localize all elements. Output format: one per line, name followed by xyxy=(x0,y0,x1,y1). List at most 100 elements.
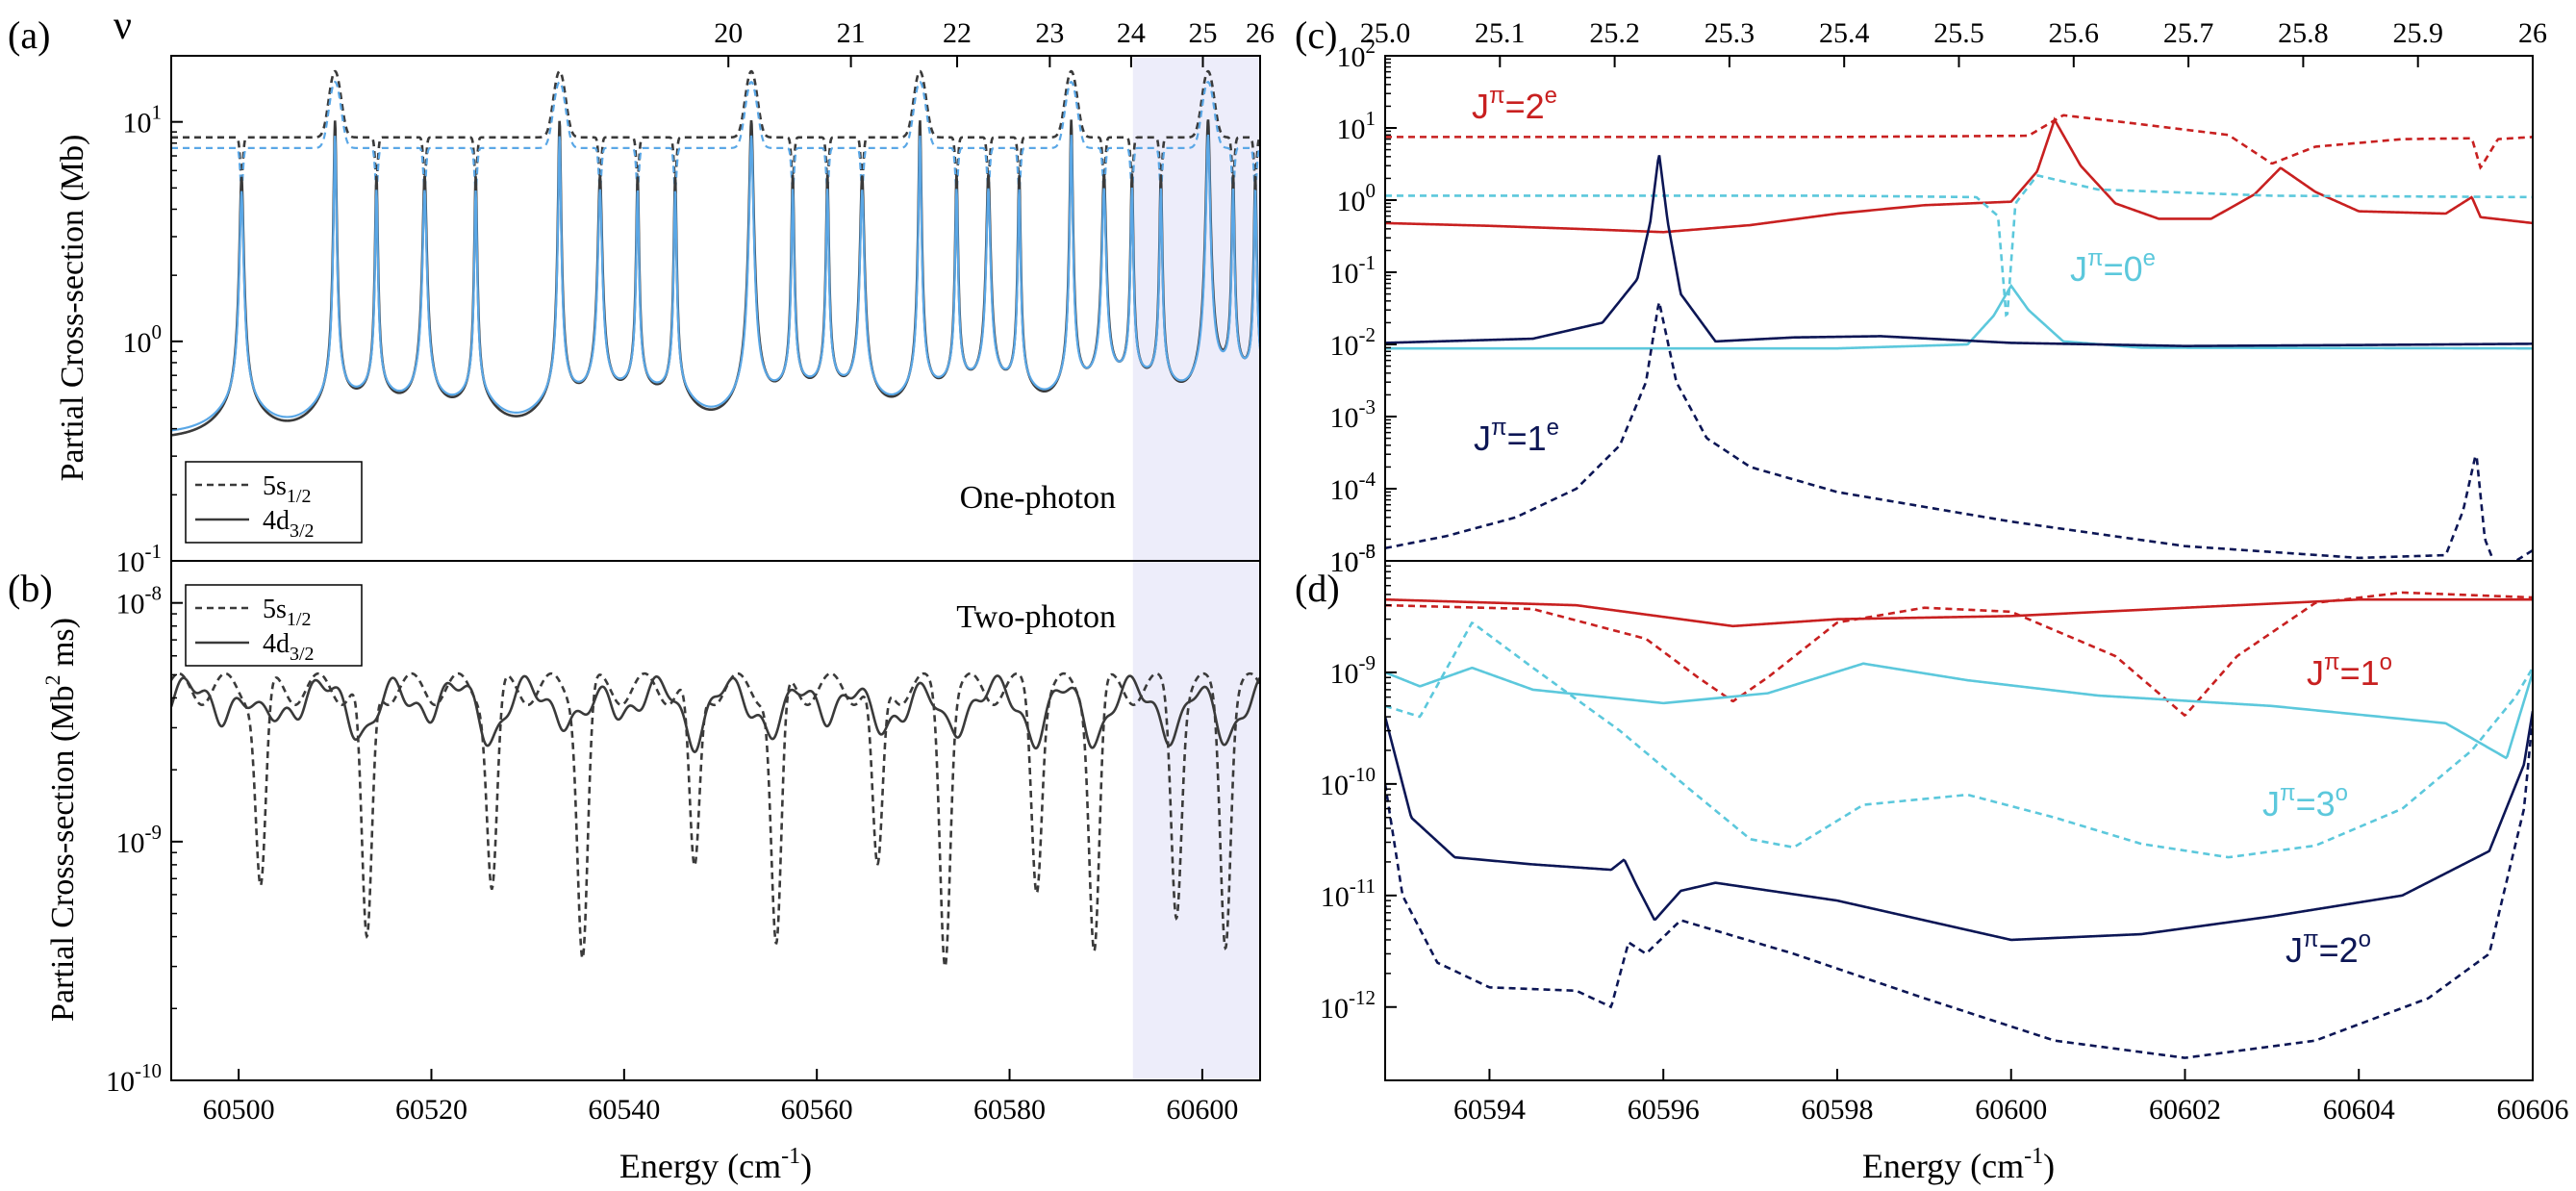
panel-d-annotation-j3o: Jπ=3o xyxy=(2262,780,2348,824)
panel-b-ylabel-exp: 2 xyxy=(40,675,64,686)
panel-d-label: (d) xyxy=(1295,567,1340,610)
panel-a-ylabel: Partial Cross-section (Mb) xyxy=(55,135,90,482)
panel-d-xtick-label-5: 60604 xyxy=(2323,1094,2395,1126)
panel-b-xlabel-base: Energy (cm xyxy=(619,1147,781,1185)
panel-d-xtick-label-4: 60602 xyxy=(2149,1094,2221,1126)
panel-c-toptick-label-4: 25.4 xyxy=(1819,17,1870,49)
panel-c-series-4 xyxy=(1385,155,2533,347)
panel-c-toptick-label-2: 25.2 xyxy=(1589,17,1640,49)
panel-b-xtick-label-1: 60520 xyxy=(395,1094,467,1126)
panel-c-toptick-label-1: 25.1 xyxy=(1475,17,1526,49)
panel-b-xlabel-tail: ) xyxy=(800,1147,812,1185)
panel-d-xlabel-tail: ) xyxy=(2043,1147,2055,1185)
panel-b-ylabel-tail: ms) xyxy=(45,618,81,675)
panel-a-label: (a) xyxy=(8,13,50,57)
panel-d-xtick-label-0: 60594 xyxy=(1453,1094,1526,1126)
panel-a-legend-label-1: 4d3/2 xyxy=(263,506,315,542)
panel-d-series-0 xyxy=(1385,597,2533,628)
panel-d-xtick-label-3: 60600 xyxy=(1975,1094,2047,1126)
panel-b: 10-10 10-9 10-8 60500 60520 60540 60560 60580 60… xyxy=(8,560,1261,1185)
panel-b-ylabel: Partial Cross-section (Mb2 ms) xyxy=(40,618,81,1022)
panel-b-series-1 xyxy=(171,674,1260,753)
panel-c-series-2 xyxy=(1385,174,2533,317)
panel-c-ytick-label-4: 10-1 xyxy=(1330,251,1376,290)
panel-b-xlabel: Energy (cm-1) xyxy=(619,1144,812,1185)
panel-b-xtick-label-4: 60580 xyxy=(973,1094,1046,1126)
panel-d-series-2 xyxy=(1385,662,2533,760)
panel-a-legend-box xyxy=(185,461,363,544)
panel-c-toptick-label-3: 25.3 xyxy=(1705,17,1755,49)
panel-c-label: (c) xyxy=(1295,13,1337,57)
panel-d-series-5 xyxy=(1385,716,2533,1059)
panel-c-ytick-label-3: 10-2 xyxy=(1330,323,1376,362)
panel-a-series-0 xyxy=(171,69,1260,184)
panel-c-annotation-j2e: Jπ=2e xyxy=(1472,83,1557,126)
panel-c-annotation-j0e: Jπ=0e xyxy=(2070,245,2156,289)
panel-a-series-1 xyxy=(171,81,1260,193)
panel-d-ytick-label-0: 10-12 xyxy=(1320,986,1376,1025)
panel-b-xtick-label-5: 60600 xyxy=(1166,1094,1238,1126)
panel-a-toptick-label-6: 26 xyxy=(1246,17,1275,49)
panel-d-series-4 xyxy=(1385,710,2533,942)
panel-a-ytick-label-1: 100 xyxy=(123,320,163,359)
panel-a-toptick-label-4: 24 xyxy=(1117,17,1146,49)
panel-c-annotation-j1e: Jπ=1e xyxy=(1474,415,1559,458)
panel-a-highlight xyxy=(1132,56,1260,561)
panel-d-series-1 xyxy=(1385,591,2533,718)
panel-c-ytick-label-5: 100 xyxy=(1337,179,1376,217)
panel-c-toptick-label-5: 25.5 xyxy=(1933,17,1984,49)
panel-a-ticks: 10-1 100 101 20 21 22 23 24 25 26 xyxy=(116,17,1275,578)
panel-a-toptick-label-5: 25 xyxy=(1189,17,1218,49)
panel-d-ytick-label-4: 10-8 xyxy=(1330,540,1376,578)
panel-a: 10-1 100 101 20 21 22 23 24 25 26 (a) ν One-photo… xyxy=(8,4,1275,578)
panel-d-annotation-j1o: Jπ=1o xyxy=(2307,649,2392,693)
panel-c-ytick-label-1: 10-4 xyxy=(1330,468,1376,506)
panel-d-series-group xyxy=(1385,591,2533,1059)
panel-b-legend-label-0: 5s1/2 xyxy=(263,595,311,630)
panel-d-annotation-j2o: Jπ=2o xyxy=(2286,926,2371,970)
panel-b-highlight xyxy=(1132,561,1260,1080)
panel-d-xtick-label-2: 60598 xyxy=(1801,1094,1873,1126)
panel-b-label: (b) xyxy=(8,567,53,610)
panel-d-frame xyxy=(1384,560,2534,1081)
panel-d-series-3 xyxy=(1385,621,2533,859)
panel-c-toptick-label-6: 25.6 xyxy=(2049,17,2100,49)
panel-b-legend-label-1: 4d3/2 xyxy=(263,629,315,665)
panel-d-ytick-label-2: 10-10 xyxy=(1320,763,1376,801)
panel-c-toptick-label-9: 25.9 xyxy=(2392,17,2443,49)
panel-d-xlabel-base: Energy (cm xyxy=(1862,1147,2024,1185)
panel-c-ytick-label-7: 102 xyxy=(1337,35,1376,73)
panel-a-toptick-label-3: 23 xyxy=(1035,17,1064,49)
panel-b-xlabel-exp: -1 xyxy=(781,1144,800,1169)
panel-b-frame xyxy=(170,560,1261,1081)
panel-d-ytick-label-1: 10-11 xyxy=(1321,874,1376,913)
panel-c-series-1 xyxy=(1385,116,2533,234)
panel-b-series-0 xyxy=(171,672,1260,970)
panel-b-legend-box xyxy=(185,584,363,667)
panel-c-series-0 xyxy=(1385,114,2533,170)
panel-a-toptick-label-2: 22 xyxy=(943,17,972,49)
panel-b-xtick-label-2: 60540 xyxy=(588,1094,660,1126)
panel-b-ytick-label-1: 10-9 xyxy=(116,821,163,859)
panel-a-toptick-label-1: 21 xyxy=(837,17,866,49)
panel-b-xtick-label-3: 60560 xyxy=(781,1094,853,1126)
panel-b-ytick-label-0: 10-10 xyxy=(106,1059,162,1098)
panel-c-toptick-label-0: 25.0 xyxy=(1360,17,1411,49)
panel-c-series-group xyxy=(1385,114,2533,561)
panel-c-frame xyxy=(1384,55,2534,562)
panel-b-xtick-label-0: 60500 xyxy=(203,1094,275,1126)
panel-d-ticks: 10-12 10-11 10-10 10-9 10-8 60594 60596 60598 60… xyxy=(1320,540,2569,1126)
panel-c-toptick-label-7: 25.7 xyxy=(2163,17,2214,49)
panel-c-ytick-label-0: 10-5 xyxy=(1330,540,1376,578)
panel-c-ytick-label-6: 101 xyxy=(1337,107,1376,145)
panel-d-ytick-label-3: 10-9 xyxy=(1330,651,1376,690)
panel-c-series-3 xyxy=(1385,283,2533,350)
panel-b-ticks: 10-10 10-9 10-8 60500 60520 60540 60560 60580 60… xyxy=(106,582,1238,1126)
panel-c-toptick-label-8: 25.8 xyxy=(2278,17,2329,49)
panel-a-series-group xyxy=(171,69,1260,437)
panel-c-ytick-label-2: 10-3 xyxy=(1330,395,1376,434)
